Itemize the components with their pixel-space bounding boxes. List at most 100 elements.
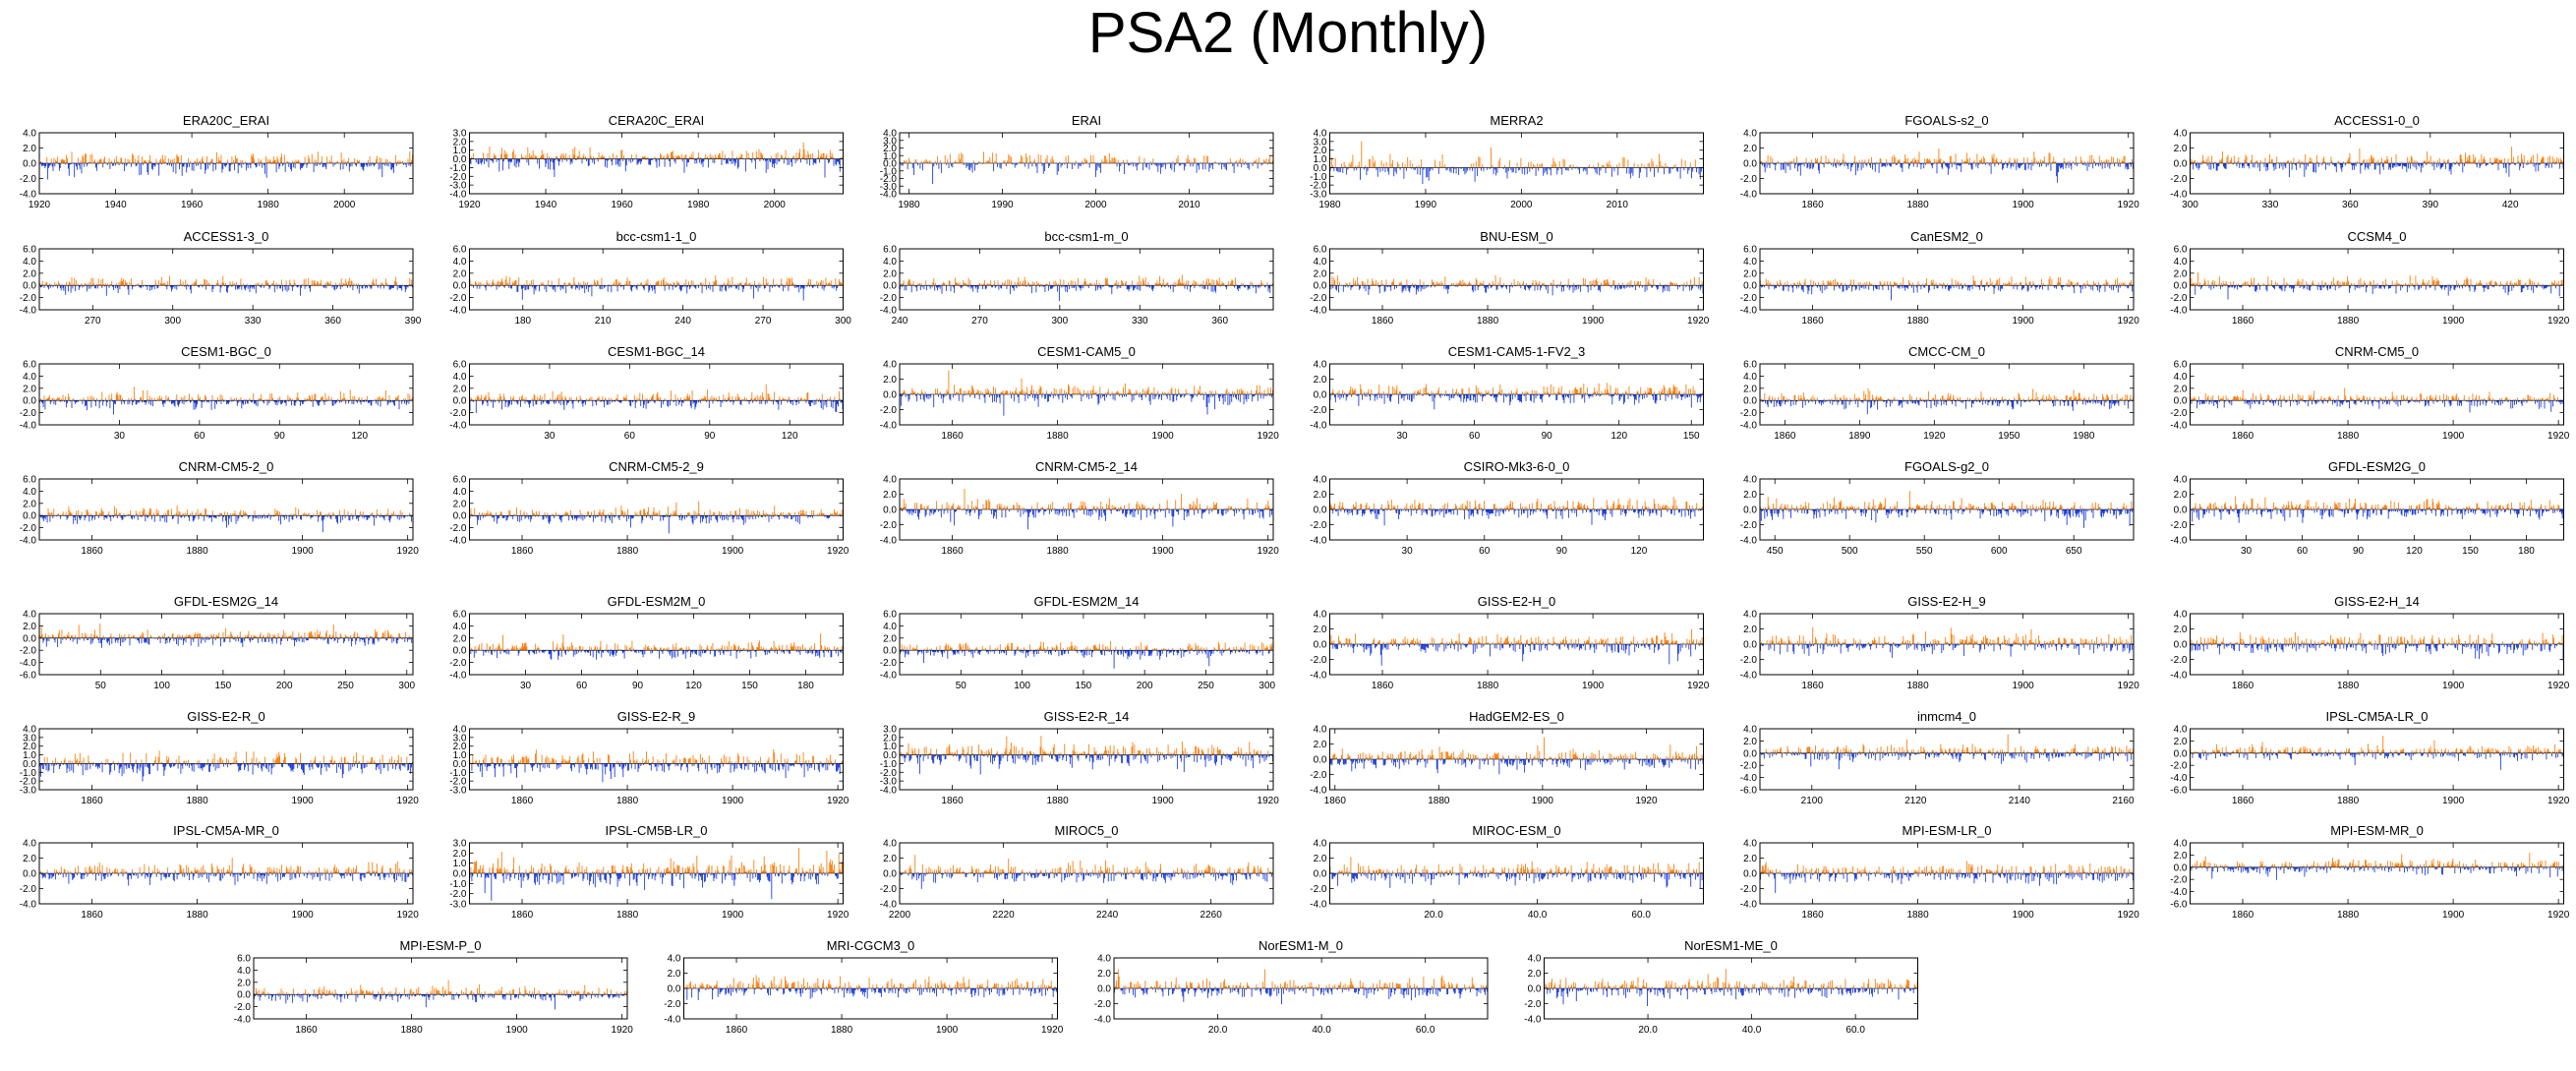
y-tick-label: 0.0: [1743, 869, 1757, 880]
x-tick-label: 390: [405, 316, 422, 327]
x-tick-label: 1900: [2012, 910, 2034, 921]
x-tick-label: 2160: [2112, 796, 2135, 806]
panel-title: GISS-E2-H_0: [1478, 594, 1555, 609]
y-tick-label: 6.0: [23, 245, 36, 256]
y-tick-label: 2.0: [1743, 490, 1757, 501]
x-tick-label: 1920: [2547, 910, 2570, 921]
panel: GFDL-ESM2G_0 -4.0 -2.0 0.0 2.0 4.0 30 60 90 120 15…: [2170, 459, 2564, 557]
y-tick-label: 0.0: [1743, 159, 1757, 170]
positive-bars: [1759, 491, 2135, 509]
y-tick-label: -3.0: [880, 777, 898, 788]
y-tick-label: 0.0: [453, 759, 467, 770]
y-tick-label: 2.0: [1743, 384, 1757, 394]
y-tick-label: -6.0: [2170, 900, 2188, 911]
negative-bars: [469, 400, 844, 413]
y-tick-label: 2.0: [23, 622, 36, 632]
negative-bars: [2190, 644, 2564, 661]
panel: GISS-E2-R_9 -3.0-2.0-1.00.01.02.03.04.0 18…: [449, 709, 849, 806]
y-tick-label: 1.0: [883, 742, 897, 752]
y-tick-label: 4.0: [1743, 610, 1757, 621]
y-tick-label: 0.0: [883, 281, 897, 292]
x-tick-label: 120: [782, 431, 798, 442]
x-tick-label: 1980: [1318, 200, 1341, 210]
y-tick-label: -4.0: [1310, 536, 1327, 547]
y-tick-label: 0.0: [883, 159, 897, 170]
x-tick-label: 1960: [181, 200, 204, 210]
panel: MIROC-ESM_0 -4.0 -2.0 0.0 2.0 4.0 20.0 40.0 60.0: [1310, 823, 1704, 921]
x-tick-label: 360: [1211, 316, 1228, 327]
y-tick-label: -2.0: [20, 523, 37, 534]
y-tick-label: 4.0: [1314, 610, 1327, 621]
panel-title: CanESM2_0: [1910, 229, 1983, 244]
panel-title: GFDL-ESM2G_0: [2328, 459, 2426, 474]
y-tick-label: 2.0: [1314, 146, 1327, 156]
negative-bars: [2195, 285, 2560, 300]
y-tick-label: 0.0: [453, 396, 467, 407]
y-tick-label: 2.0: [453, 499, 467, 509]
y-tick-label: -4.0: [1740, 190, 1758, 201]
x-tick-label: 1860: [1774, 431, 1796, 442]
y-tick-label: 0.0: [2174, 863, 2188, 873]
plot-frame: [38, 478, 414, 541]
y-tick-label: 2.0: [1314, 625, 1327, 635]
y-tick-label: 2.0: [237, 978, 251, 988]
x-tick-label: 1860: [941, 431, 964, 442]
positive-bars: [469, 749, 844, 764]
y-tick-label: -2.0: [2170, 293, 2188, 304]
y-tick-label: 0.0: [23, 396, 36, 407]
positive-bars: [39, 387, 413, 401]
x-tick-label: 2200: [889, 910, 911, 921]
x-tick-label: 1880: [1906, 200, 1929, 210]
x-tick-label: 1880: [186, 796, 208, 806]
x-tick-label: 1860: [1372, 316, 1394, 327]
x-tick-label: 1860: [511, 546, 534, 557]
y-tick-label: 2.0: [1097, 969, 1111, 980]
x-tick-label: 2000: [1510, 200, 1533, 210]
y-tick-label: 1.0: [453, 750, 467, 761]
x-tick-label: 60: [2297, 546, 2309, 557]
x-tick-label: 1920: [1258, 431, 1280, 442]
y-tick-label: 2.0: [1743, 625, 1757, 635]
panel: CNRM-CM5_0 -4.0 -2.00.0 2.04.06.0 1860 1880 19…: [2170, 344, 2569, 442]
negative-bars: [900, 873, 1273, 889]
y-tick-label: -4.0: [880, 190, 898, 201]
y-tick-label: -2.0: [2170, 875, 2188, 886]
x-tick-label: 180: [2518, 546, 2535, 557]
y-tick-label: 4.0: [1314, 257, 1327, 268]
y-tick-label: 6.0: [23, 360, 36, 371]
x-tick-label: 120: [2406, 546, 2423, 557]
y-tick-label: -1.0: [449, 879, 467, 890]
negative-bars: [1760, 509, 2134, 528]
x-tick-label: 1880: [616, 796, 639, 806]
y-tick-label: -2.0: [1310, 181, 1327, 192]
y-tick-label: -4.0: [1740, 773, 1758, 784]
panel-title: GISS-E2-R_14: [1044, 709, 1130, 724]
y-tick-label: -3.0: [880, 182, 898, 193]
x-tick-label: 1920: [2118, 316, 2140, 327]
x-tick-label: 1860: [2232, 681, 2254, 691]
y-tick-label: 3.0: [1314, 137, 1327, 148]
plot-frame: [1329, 248, 1704, 311]
y-tick-label: 4.0: [668, 954, 681, 965]
x-tick-label: 1920: [29, 200, 51, 210]
y-tick-label: -2.0: [1524, 999, 1542, 1010]
plot-frame: [469, 132, 844, 195]
negative-bars: [469, 873, 839, 901]
x-tick-label: 200: [1137, 681, 1153, 691]
y-tick-label: -2.0: [880, 520, 898, 531]
y-tick-label: 6.0: [1743, 360, 1757, 371]
panel-title: GFDL-ESM2G_14: [174, 594, 278, 609]
y-tick-label: -4.0: [1310, 900, 1327, 911]
x-tick-label: 1900: [2442, 910, 2465, 921]
panel-title: ERAI: [1072, 113, 1101, 128]
x-tick-label: 40.0: [1528, 910, 1548, 921]
y-tick-label: 6.0: [883, 245, 897, 256]
x-tick-label: 1920: [827, 910, 849, 921]
y-tick-label: 4.0: [2174, 839, 2188, 850]
y-tick-label: -2.0: [1310, 293, 1327, 304]
plot-frame: [469, 478, 844, 541]
panel: NorESM1-M_0 -4.0 -2.0 0.0 2.0 4.0 20.0 40.0 60.0: [1094, 938, 1489, 1036]
y-tick-label: 6.0: [2174, 360, 2188, 371]
y-tick-label: 0.0: [1314, 163, 1327, 174]
